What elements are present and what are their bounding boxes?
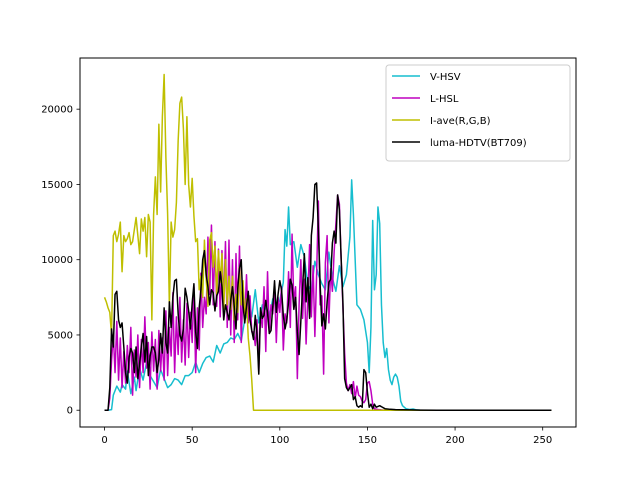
y-tick-label: 0 bbox=[67, 406, 73, 417]
x-tick-label: 0 bbox=[101, 435, 107, 446]
y-tick-label: 15000 bbox=[41, 180, 73, 191]
x-tick-label: 200 bbox=[446, 435, 465, 446]
x-tick-label: 50 bbox=[186, 435, 199, 446]
y-axis: 0 5000 10000 15000 20000 bbox=[41, 105, 80, 417]
x-tick-label: 250 bbox=[533, 435, 552, 446]
series-layer bbox=[103, 73, 552, 411]
legend-frame bbox=[385, 64, 571, 162]
x-tick-label: 150 bbox=[358, 435, 377, 446]
series-line-1 bbox=[104, 179, 552, 411]
series-line-4 bbox=[104, 182, 552, 411]
legend-label-1: V-HSV bbox=[430, 72, 461, 83]
y-tick-label: 10000 bbox=[41, 255, 73, 266]
x-axis: 0 50 100 150 200 250 bbox=[101, 427, 552, 446]
y-tick-label: 5000 bbox=[48, 330, 73, 341]
legend-label-4: luma-HDTV(BT709) bbox=[430, 138, 527, 149]
series-line-3 bbox=[103, 73, 552, 411]
legend-label-3: I-ave(R,G,B) bbox=[430, 116, 491, 127]
x-tick-label: 100 bbox=[270, 435, 289, 446]
y-tick-label: 20000 bbox=[41, 105, 73, 116]
legend: V-HSV L-HSL I-ave(R,G,B) luma-HDTV(BT709) bbox=[385, 64, 571, 162]
plot-area bbox=[79, 57, 577, 428]
axes-frame bbox=[79, 57, 577, 428]
legend-label-2: L-HSL bbox=[430, 94, 459, 105]
